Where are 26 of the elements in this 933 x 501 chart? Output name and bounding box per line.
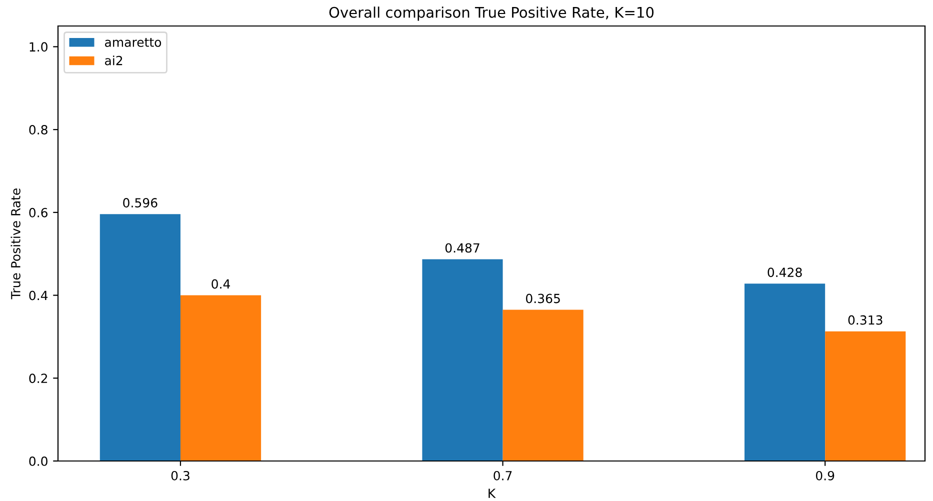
legend-label: amaretto (105, 38, 162, 47)
data-label: 0.365 (526, 294, 560, 304)
x-tick-label: 0.3 (171, 470, 190, 480)
data-label: 0.428 (768, 268, 802, 278)
bar (502, 310, 584, 461)
y-tick-label: 0.2 (29, 374, 48, 384)
chart-title: Overall comparison True Positive Rate, K=10 (329, 6, 654, 21)
y-tick-label: 0.0 (29, 456, 48, 466)
data-label: 0.596 (123, 198, 158, 208)
y-tick-label: 0.8 (29, 125, 48, 134)
bar (422, 259, 503, 461)
x-tick-label: 0.7 (494, 470, 512, 480)
y-axis-title: True Positive Rate (10, 188, 20, 300)
x-axis-title: K (488, 488, 496, 498)
bar (744, 284, 826, 461)
bar (180, 295, 262, 461)
data-label: 0.4 (212, 279, 230, 289)
data-label: 0.487 (445, 243, 480, 253)
data-label: 0.313 (848, 315, 882, 325)
y-tick-label: 0.6 (29, 208, 48, 218)
bar (100, 214, 180, 461)
legend-label: ai2 (105, 56, 122, 66)
y-tick-label: 1.0 (30, 42, 48, 52)
bar (825, 331, 906, 461)
y-tick-label: 0.4 (29, 290, 48, 300)
x-tick-label: 0.9 (816, 470, 834, 480)
